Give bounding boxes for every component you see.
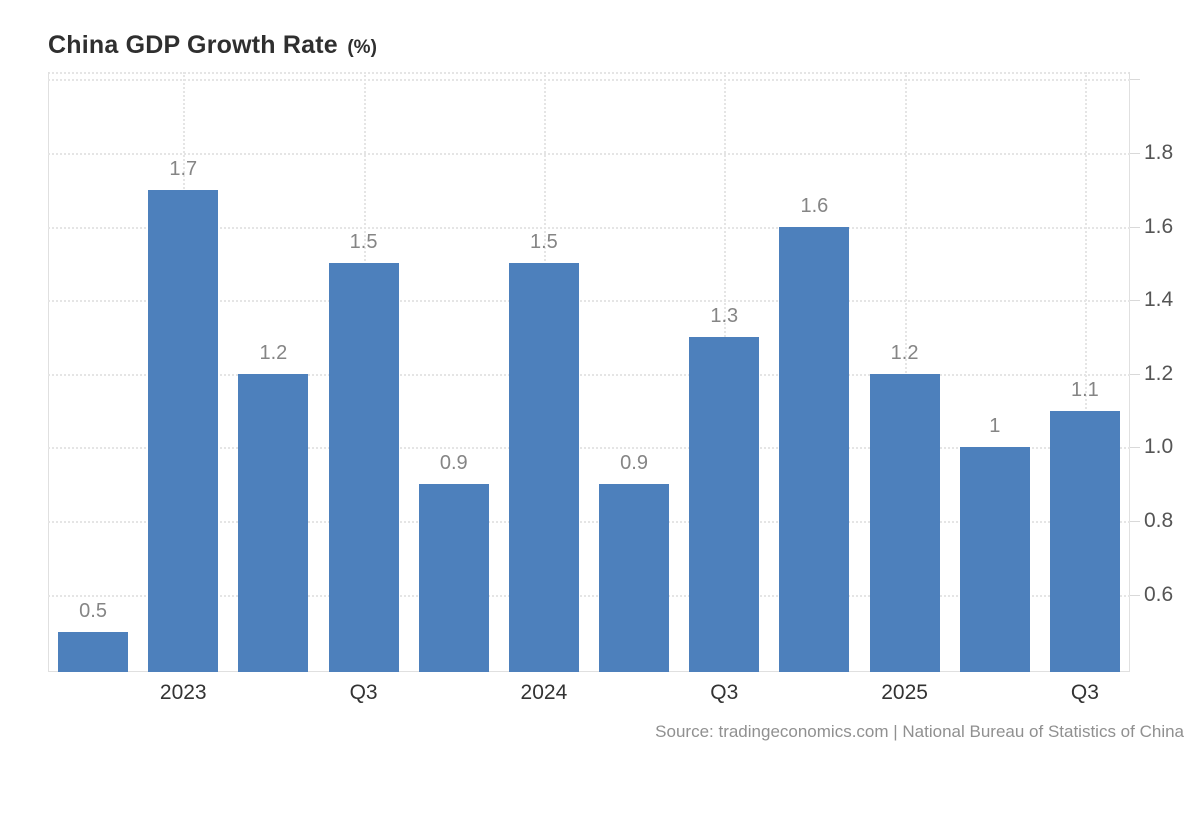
bar-value-label: 0.9 (620, 452, 648, 475)
y-axis-label: 1.2 (1144, 361, 1174, 385)
bar-value-label: 0.5 (79, 599, 107, 622)
bar[interactable] (418, 484, 489, 672)
y-axis-tick (1130, 79, 1140, 81)
y-axis-label: 0.6 (1144, 582, 1174, 606)
bar[interactable] (689, 337, 760, 672)
chart-title: China GDP Growth Rate (%) (48, 31, 377, 60)
x-axis-line (48, 671, 1130, 672)
y-axis-tick (1130, 521, 1140, 523)
bar-value-label: 1.7 (169, 157, 198, 180)
x-axis-label: Q3 (349, 681, 378, 704)
gridline-horizontal (48, 152, 1130, 155)
chart-title-text: China GDP Growth Rate (48, 31, 338, 59)
bar-value-label: 0.9 (439, 452, 468, 475)
bar[interactable] (148, 189, 219, 672)
y-axis-tick (1130, 300, 1140, 302)
y-axis-tick (1130, 152, 1140, 154)
y-axis-tick (1130, 594, 1140, 596)
bar[interactable] (599, 484, 670, 672)
bar-value-label: 1.1 (1071, 378, 1099, 401)
gridline-vertical (904, 72, 907, 672)
chart-title-unit: (%) (347, 37, 377, 58)
source-attribution: Source: tradingeconomics.com | National … (655, 722, 1184, 741)
x-axis-label: Q3 (1070, 681, 1099, 704)
y-axis-label: 1.0 (1144, 435, 1174, 459)
x-axis-label: Q3 (710, 681, 739, 704)
bar[interactable] (779, 226, 850, 672)
plot-border-top (48, 72, 1130, 74)
bar[interactable] (238, 373, 309, 672)
gridline-horizontal (48, 373, 1130, 376)
gridline-horizontal (48, 226, 1130, 229)
gridline-horizontal (48, 300, 1130, 303)
gridline-vertical (1084, 72, 1087, 672)
bar[interactable] (1049, 410, 1120, 672)
bar-value-label: 1.5 (530, 231, 558, 254)
plot-border-right (1129, 72, 1130, 672)
bar[interactable] (58, 631, 129, 672)
x-axis-label: 2024 (520, 681, 568, 704)
y-axis-label: 0.8 (1144, 509, 1174, 533)
bar[interactable] (959, 447, 1030, 672)
y-axis-tick (1130, 447, 1140, 449)
bar[interactable] (869, 373, 940, 672)
y-axis-label: 1.4 (1144, 288, 1174, 312)
bar-value-label: 1.2 (890, 341, 919, 364)
gridline-horizontal (48, 521, 1130, 524)
bar-value-label: 1.5 (349, 231, 378, 254)
x-axis-label: 2023 (159, 681, 207, 704)
y-axis-label: 1.6 (1144, 214, 1174, 238)
y-axis-label: 1.8 (1144, 141, 1174, 165)
bar[interactable] (508, 263, 579, 672)
gridline-horizontal (48, 79, 1130, 82)
y-axis-tick (1130, 373, 1140, 375)
x-axis-label: 2025 (881, 681, 928, 704)
plot-area: 1.8 1.6 1.4 1.2 1.0 0.8 0.6 0.5 1.7 1.2 1.5 0.9 1.5 0… (48, 72, 1173, 704)
bar-value-label: 1.2 (259, 341, 288, 364)
bar-value-label: 1.6 (800, 194, 829, 217)
bar-value-label: 1.3 (710, 305, 739, 328)
gridline-horizontal (48, 594, 1130, 597)
bar-value-label: 1 (989, 415, 1001, 438)
plot-border-left (48, 72, 49, 672)
y-axis-tick (1130, 226, 1140, 228)
bar[interactable] (328, 263, 399, 672)
gridline-horizontal (48, 447, 1130, 450)
